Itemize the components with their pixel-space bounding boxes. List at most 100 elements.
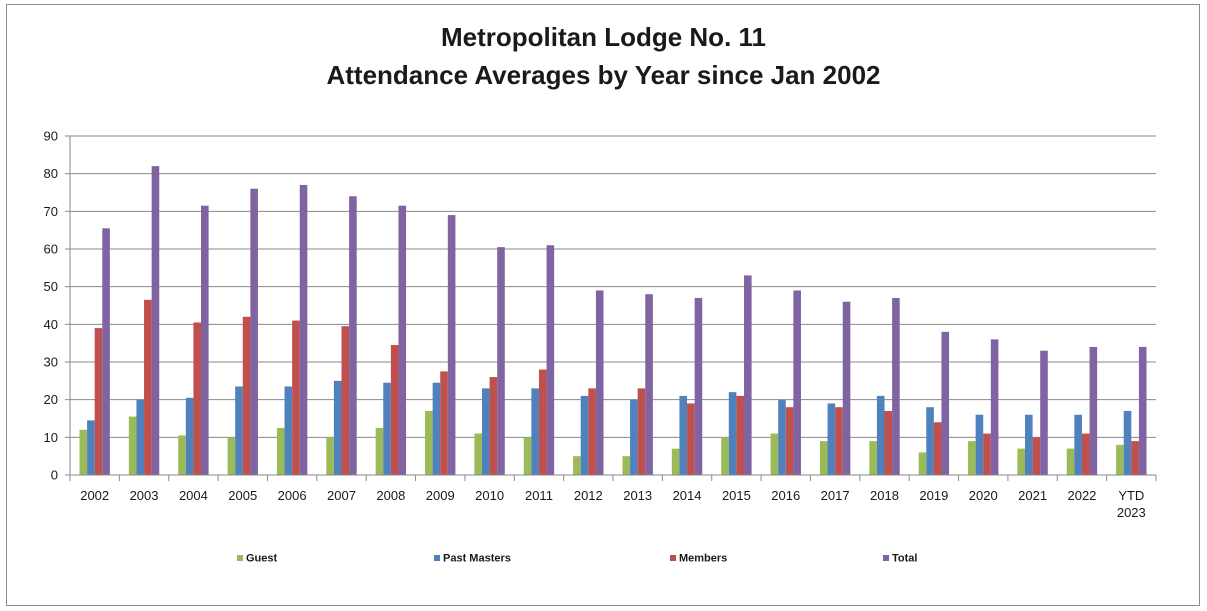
legend-label: Past Masters — [443, 553, 511, 565]
x-tick-label: 2017 — [821, 488, 850, 503]
x-tick-label: 2002 — [80, 488, 109, 503]
y-tick-label: 40 — [44, 317, 58, 332]
bar-past-masters — [1123, 410, 1132, 475]
x-tick-label: YTD 2023 — [1117, 488, 1146, 520]
x-tick-label: 2004 — [179, 488, 208, 503]
bar-total — [497, 247, 505, 475]
y-tick-label: 10 — [44, 430, 58, 445]
legend-swatch — [237, 555, 243, 561]
legend-label: Total — [892, 553, 917, 565]
bar-guest — [573, 456, 581, 475]
axes — [65, 135, 1157, 481]
legend-label: Guest — [246, 553, 278, 565]
bar-past-masters — [531, 388, 539, 475]
bar-total — [447, 215, 456, 475]
y-tick-label: 80 — [44, 166, 58, 181]
bar-guest — [721, 437, 729, 475]
bar-guest — [968, 441, 976, 475]
bar-past-masters — [827, 403, 836, 475]
bar-guest — [1017, 448, 1025, 475]
bar-past-masters — [235, 386, 243, 475]
bar-members — [489, 377, 498, 475]
legend-swatch — [434, 555, 440, 561]
bar-members — [736, 395, 745, 475]
bar-members — [835, 407, 843, 475]
bar-members — [983, 433, 991, 475]
bar-total — [201, 205, 209, 475]
bar-past-masters — [87, 420, 95, 475]
x-tick-label: 2007 — [327, 488, 356, 503]
bar-guest — [474, 433, 482, 475]
bar-members — [687, 403, 695, 475]
bar-guest — [326, 437, 334, 475]
chart-title: Metropolitan Lodge No. 11 — [440, 22, 766, 52]
x-tick-label: 2010 — [475, 488, 504, 503]
bar-guest — [770, 433, 779, 475]
bar-members — [637, 388, 646, 475]
bar-guest — [276, 427, 285, 475]
bar-past-masters — [926, 407, 934, 475]
bar-total — [744, 275, 752, 475]
bar-total — [398, 205, 407, 475]
bar-past-masters — [876, 395, 885, 475]
legend-swatch — [670, 555, 676, 561]
bar-total — [941, 331, 950, 475]
legend-label: Members — [679, 553, 727, 565]
x-tick-label: 2013 — [623, 488, 652, 503]
x-tick-label: 2011 — [525, 488, 553, 503]
bars — [79, 166, 1147, 475]
bar-total — [151, 166, 160, 475]
bar-past-masters — [383, 382, 391, 475]
bar-members — [785, 407, 794, 475]
x-tick-label: 2022 — [1067, 488, 1096, 503]
bar-total — [1040, 350, 1048, 475]
bar-past-masters — [1024, 414, 1033, 475]
bar-past-masters — [185, 397, 194, 475]
bar-members — [242, 316, 251, 475]
bar-past-masters — [728, 392, 737, 475]
bar-guest — [375, 427, 384, 475]
legend-swatch — [883, 555, 889, 561]
bar-members — [588, 388, 596, 475]
x-tick-label: 2009 — [426, 488, 455, 503]
bar-members — [538, 369, 547, 475]
bar-total — [892, 297, 900, 475]
bar-total — [1138, 346, 1147, 475]
bar-past-masters — [630, 399, 638, 475]
bar-members — [292, 320, 300, 475]
x-tick-label: 2021 — [1018, 488, 1047, 503]
y-tick-labels: 0 10 20 30 40 50 60 70 80 90 — [44, 129, 58, 483]
bar-total — [546, 245, 555, 475]
bar-total — [299, 184, 308, 475]
bar-members — [1081, 433, 1090, 475]
bar-past-masters — [333, 380, 342, 475]
bar-guest — [178, 435, 186, 475]
y-tick-label: 30 — [44, 355, 58, 370]
chart-subtitle: Attendance Averages by Year since Jan 20… — [326, 60, 881, 90]
y-tick-label: 20 — [44, 392, 58, 407]
x-tick-label: 2014 — [673, 488, 702, 503]
bar-past-masters — [284, 386, 293, 475]
bar-members — [390, 345, 399, 475]
x-tick-label: 2006 — [278, 488, 307, 503]
bar-members — [1131, 441, 1139, 475]
bar-members — [341, 326, 350, 475]
bar-past-masters — [975, 414, 984, 475]
bar-guest — [227, 437, 236, 475]
x-tick-label: 2015 — [722, 488, 751, 503]
bar-total — [1089, 346, 1098, 475]
x-tick-label: 2018 — [870, 488, 899, 503]
bar-guest — [869, 441, 877, 475]
bar-guest — [128, 416, 137, 475]
y-tick-label: 90 — [44, 129, 58, 144]
x-tick-label: 2003 — [130, 488, 159, 503]
bar-total — [102, 228, 110, 475]
x-tick-label: 2016 — [771, 488, 800, 503]
x-tick-labels: 2002 2003 2004 2005 2006 2007 2008 2009 2010 2011… — [80, 488, 1146, 520]
bar-past-masters — [432, 382, 441, 475]
bar-past-masters — [481, 388, 490, 475]
y-tick-label: 50 — [44, 279, 58, 294]
bar-total — [990, 339, 999, 475]
bar-total — [645, 294, 653, 475]
